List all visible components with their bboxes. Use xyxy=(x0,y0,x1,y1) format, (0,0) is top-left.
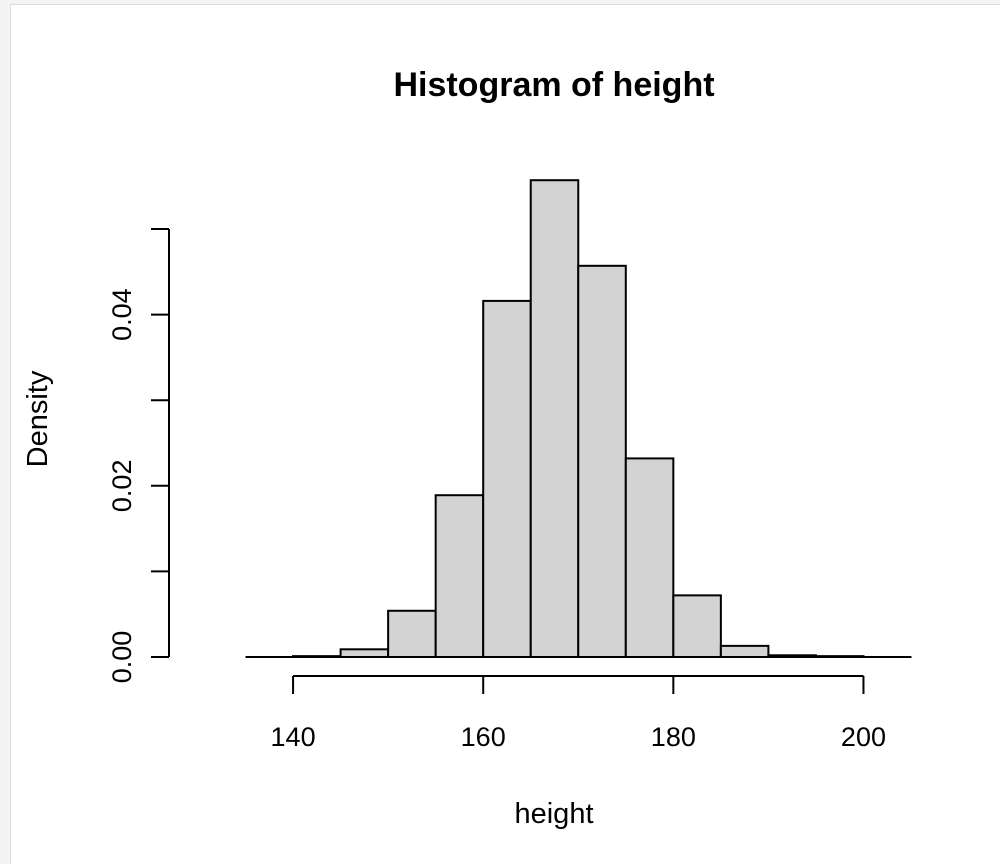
histogram-bar xyxy=(387,609,437,658)
histogram-bar xyxy=(529,179,580,658)
x-tick-label: 200 xyxy=(841,722,886,752)
x-axis: 140 160 180 200 xyxy=(271,675,886,752)
x-tick-label: 140 xyxy=(271,722,316,752)
x-axis-label: height xyxy=(514,798,593,830)
histogram-bar xyxy=(482,299,532,658)
histogram-bar xyxy=(434,494,485,658)
y-axis-label: Density xyxy=(22,370,54,467)
y-tick-label: 0.02 xyxy=(107,460,137,513)
histogram-bar xyxy=(624,457,675,658)
y-axis: 0.00 0.02 0.04 xyxy=(107,228,170,684)
histogram-bars xyxy=(245,179,912,659)
histogram-bar xyxy=(719,644,770,659)
x-tick-label: 160 xyxy=(461,722,506,752)
histogram-bar xyxy=(339,648,390,659)
y-tick-label: 0.04 xyxy=(107,288,137,341)
histogram-bar xyxy=(672,594,722,658)
histogram-bar xyxy=(577,264,627,658)
y-tick-label: 0.00 xyxy=(107,631,137,684)
x-tick-label: 180 xyxy=(651,722,696,752)
chart-title: Histogram of height xyxy=(393,66,714,104)
